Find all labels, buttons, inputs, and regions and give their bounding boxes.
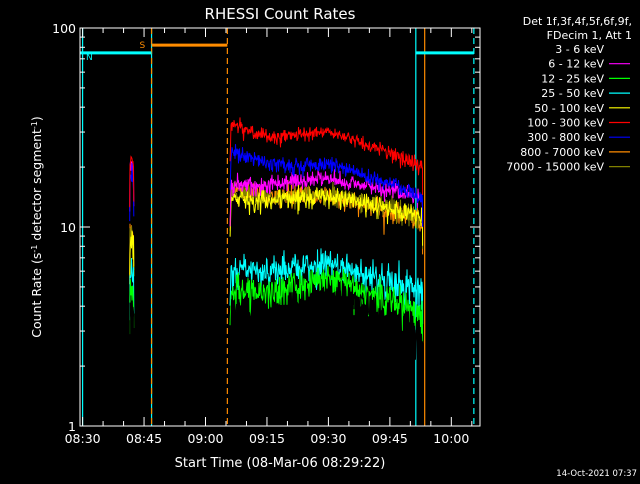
x-tick-label: 09:15 [249,431,285,446]
status-bar-label-n: N [86,53,93,63]
legend-label: 100 - 300 keV [527,117,604,130]
series-line-25-50-kev [129,257,135,321]
series-line-12-25-kev [129,279,135,335]
chart-title: RHESSI Count Rates [205,5,356,23]
series-line-12-25-kev [229,265,424,343]
x-axis-label: Start Time (08-Mar-06 08:29:22) [175,456,386,471]
series-line-50-100-kev [229,183,424,246]
x-tick-label: 08:30 [65,431,101,446]
x-tick-label: 09:45 [372,431,408,446]
status-bar-layer: SN [80,41,474,63]
series-line-100-300-kev [129,155,135,208]
series-line-300-800-kev [229,144,424,227]
x-tick-label: 10:00 [433,431,469,446]
legend-label: 3 - 6 keV [555,43,604,56]
legend: Det 1f,3f,4f,5f,6f,9f, FDecim 1, Att 1 3… [506,15,632,174]
legend-label: 800 - 7000 keV [520,146,604,159]
x-tick-label: 09:30 [310,431,346,446]
series-line-25-50-kev [229,248,424,325]
y-tick-label: 10 [60,220,76,235]
y-axis-label: Count Rate (s-1 detector segment-1) [29,116,44,338]
x-tick-label: 09:00 [187,431,223,446]
series-layer [129,117,424,371]
timestamp: 14-Oct-2021 07:37 [556,469,637,479]
series-line-100-300-kev [229,117,424,196]
legend-label: 12 - 25 keV [541,72,604,85]
status-bar-label-s: S [140,41,146,51]
legend-header-line-1: Det 1f,3f,4f,5f,6f,9f, [523,15,632,28]
series-line-50-100-kev [129,230,135,285]
y-tick-label: 100 [52,21,76,36]
legend-label: 300 - 800 keV [527,131,604,144]
y-tick-label: 1 [68,419,76,434]
x-tick-label: 08:45 [126,431,162,446]
axis-layer: 08:30 08:45 09:00 09:15 09:30 09:45 10:00 1 10 10… [52,21,480,446]
legend-label: 7000 - 15000 keV [506,161,604,174]
legend-label: 6 - 12 keV [548,58,604,71]
series-line-3-6-kev [229,280,424,371]
legend-label: 25 - 50 keV [541,87,604,100]
series-line-3-6-kev [129,300,135,343]
legend-label: 50 - 100 keV [534,102,604,115]
legend-header-line-2: FDecim 1, Att 1 [547,29,632,42]
series-line-6-12-kev [229,169,424,227]
